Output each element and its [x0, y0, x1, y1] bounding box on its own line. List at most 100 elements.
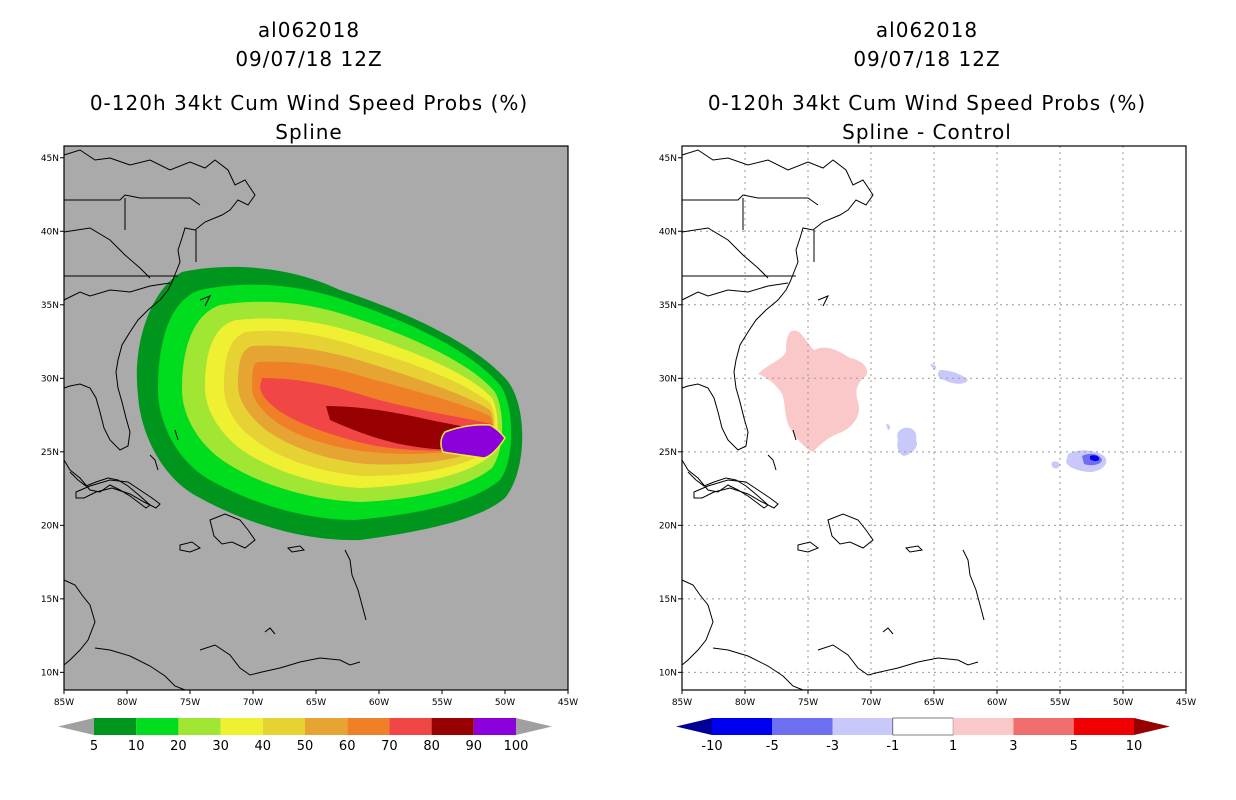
difference-contours — [758, 330, 1107, 472]
lon-label: 55W — [432, 698, 452, 708]
map-area: 45N 40N 35N 30N 25N 20N 15N 10N 85W 80W 75W 70W 65W 6… — [659, 145, 1196, 708]
colorbar-label: 90 — [466, 739, 483, 754]
colorbar-swatch — [305, 718, 348, 735]
positive-diff-region — [758, 330, 868, 452]
colorbar-swatch — [136, 718, 179, 735]
coastline — [199, 295, 212, 307]
coastline — [882, 627, 894, 635]
colorbar-swatch — [473, 718, 516, 735]
coastlines — [681, 149, 985, 691]
coastline — [817, 644, 979, 676]
coastline — [827, 513, 874, 549]
colorbar-swatch — [832, 718, 893, 735]
coastline — [767, 454, 777, 471]
coastline — [344, 549, 367, 621]
coastline — [792, 429, 797, 441]
lon-label: 45W — [558, 698, 578, 708]
lon-label: 75W — [180, 698, 200, 708]
map-area: 45N 40N 35N 30N 25N 20N 15N 10N 85W 80W 75W 70W 65W 6… — [41, 145, 578, 708]
negative-diff-region — [886, 424, 891, 430]
datetime-title: 09/07/18 12Z — [235, 47, 383, 71]
colorbar-swatch — [389, 718, 432, 735]
colorbar-swatch — [1073, 718, 1134, 735]
colorbar-label: 3 — [1009, 739, 1017, 754]
coastline — [286, 545, 306, 553]
colorbar-end-low — [58, 718, 94, 735]
colorbar-label: 5 — [90, 739, 98, 754]
colorbar-end-low — [676, 718, 712, 735]
coastline — [199, 644, 361, 676]
right-panel: al062018 09/07/18 12Z 0-120h 34kt Cum Wi… — [618, 0, 1236, 800]
coastline — [264, 627, 276, 635]
coastline — [64, 194, 201, 206]
colorbar-swatch — [1013, 718, 1074, 735]
storm-id-title: al062018 — [257, 18, 361, 42]
coastline — [693, 479, 779, 509]
left-panel: al062018 09/07/18 12Z 0-120h 34kt Cum Wi… — [41, 18, 578, 754]
coastline — [681, 459, 769, 509]
lat-label: 40N — [41, 227, 59, 237]
colorbar-label: -5 — [766, 739, 779, 754]
colorbar-label: 30 — [212, 739, 229, 754]
contour-outline — [440, 424, 506, 459]
colorbar-label: -3 — [826, 739, 839, 754]
colorbar-label: 70 — [381, 739, 398, 754]
lat-label: 25N — [659, 448, 677, 458]
lat-label: 10N — [659, 668, 677, 678]
lat-label: 10N — [41, 668, 59, 678]
colorbar-swatch — [892, 717, 954, 736]
lon-label: 55W — [1050, 698, 1070, 708]
lon-label: 75W — [798, 698, 818, 708]
product-title: 0-120h 34kt Cum Wind Speed Probs (%) — [89, 91, 529, 115]
lon-label: 45W — [1176, 698, 1196, 708]
colorbar-label: 20 — [170, 739, 187, 754]
gridlines — [682, 146, 1186, 690]
lon-label: 50W — [1113, 698, 1133, 708]
colorbar-swatch — [772, 718, 833, 735]
coastline — [817, 295, 830, 307]
colorbar-label: 1 — [949, 739, 957, 754]
negative-diff-region — [930, 364, 937, 370]
lat-label: 15N — [659, 595, 677, 605]
difference-map: 45N 40N 35N 30N 25N 20N 15N 10N 85W 80W 75W 70W 65W 6… — [659, 145, 1196, 754]
colorbar-end-high — [1134, 718, 1170, 735]
coastline — [179, 541, 202, 553]
colorbar: 5 10 20 30 40 50 60 70 80 90 100 — [58, 718, 552, 754]
coastline — [63, 579, 96, 666]
coastline — [63, 227, 151, 279]
coastline — [682, 194, 819, 206]
coastline — [681, 227, 769, 279]
colorbar-label: 80 — [423, 739, 440, 754]
lon-label: 65W — [924, 698, 944, 708]
lon-label: 85W — [54, 698, 74, 708]
lat-label: 30N — [659, 374, 677, 384]
colorbar-label: -1 — [886, 739, 899, 754]
coastline — [63, 282, 171, 301]
coastline — [681, 149, 874, 451]
lat-label: 25N — [41, 448, 59, 458]
lat-label: 15N — [41, 595, 59, 605]
contour-level — [440, 424, 505, 458]
lat-label: 45N — [659, 154, 677, 164]
coastline — [94, 647, 186, 691]
colorbar-label: 50 — [297, 739, 314, 754]
lat-label: 35N — [659, 301, 677, 311]
lon-label: 60W — [369, 698, 389, 708]
lat-label: 30N — [41, 374, 59, 384]
negative-diff-region — [1051, 461, 1060, 469]
lon-label: 50W — [495, 698, 515, 708]
coastline — [681, 579, 714, 666]
colorbar-swatch — [712, 718, 773, 735]
lon-label: 60W — [987, 698, 1007, 708]
coastline — [63, 459, 151, 509]
coastline — [962, 549, 985, 621]
colorbar-label: -10 — [701, 739, 722, 754]
lon-label: 65W — [306, 698, 326, 708]
lat-label: 35N — [41, 301, 59, 311]
coastline — [209, 513, 256, 549]
colorbar-label: 5 — [1070, 739, 1078, 754]
colorbar-label: 40 — [255, 739, 272, 754]
colorbar-swatch — [262, 718, 305, 735]
coastline — [681, 282, 789, 301]
colorbar-swatch — [178, 718, 221, 735]
